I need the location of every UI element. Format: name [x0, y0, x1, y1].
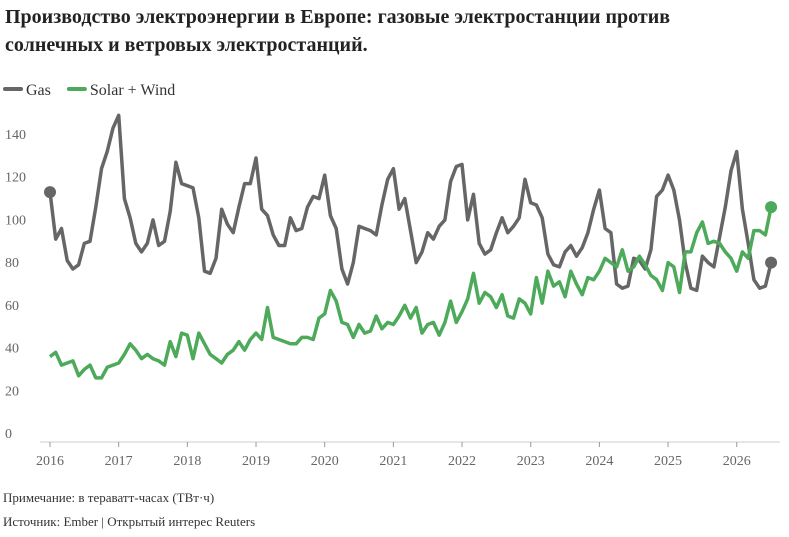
- x-tick-label: 2017: [105, 454, 133, 469]
- x-tick-label: 2023: [517, 454, 545, 469]
- x-tick-label: 2021: [379, 454, 407, 469]
- series-line: [48, 206, 773, 380]
- end-marker: [765, 201, 778, 214]
- y-tick-label: 20: [5, 384, 19, 399]
- x-tick-label: 2020: [311, 454, 339, 469]
- x-tick-label: 2018: [173, 454, 201, 469]
- y-tick-label: 80: [5, 256, 19, 271]
- x-tick-label: 2025: [654, 454, 682, 469]
- x-tick-label: 2016: [36, 454, 64, 469]
- y-tick-label: 120: [5, 171, 26, 186]
- x-tick-label: 2024: [585, 454, 613, 469]
- legend-label: Solar + Wind: [90, 82, 175, 99]
- y-tick-label: 0: [5, 427, 12, 442]
- x-tick-label: 2019: [242, 454, 270, 469]
- series-line: [48, 113, 773, 293]
- chart-title: солнечных и ветровых электростанций.: [5, 34, 368, 56]
- y-tick-label: 100: [5, 213, 26, 228]
- legend-label: Gas: [26, 82, 51, 99]
- end-marker: [44, 186, 56, 199]
- chart-title: Производство электроэнергии в Европе: га…: [5, 6, 670, 28]
- x-tick-label: 2022: [448, 454, 476, 469]
- y-tick-label: 140: [5, 128, 26, 143]
- source: Источник: Ember | Открытый интерес Reute…: [3, 514, 255, 529]
- end-marker: [765, 256, 778, 269]
- note: Примечание: в тераватт-часах (ТВт·ч): [3, 490, 214, 505]
- x-tick-label: 2026: [723, 454, 751, 469]
- y-tick-label: 40: [5, 342, 19, 357]
- y-tick-label: 60: [5, 299, 19, 314]
